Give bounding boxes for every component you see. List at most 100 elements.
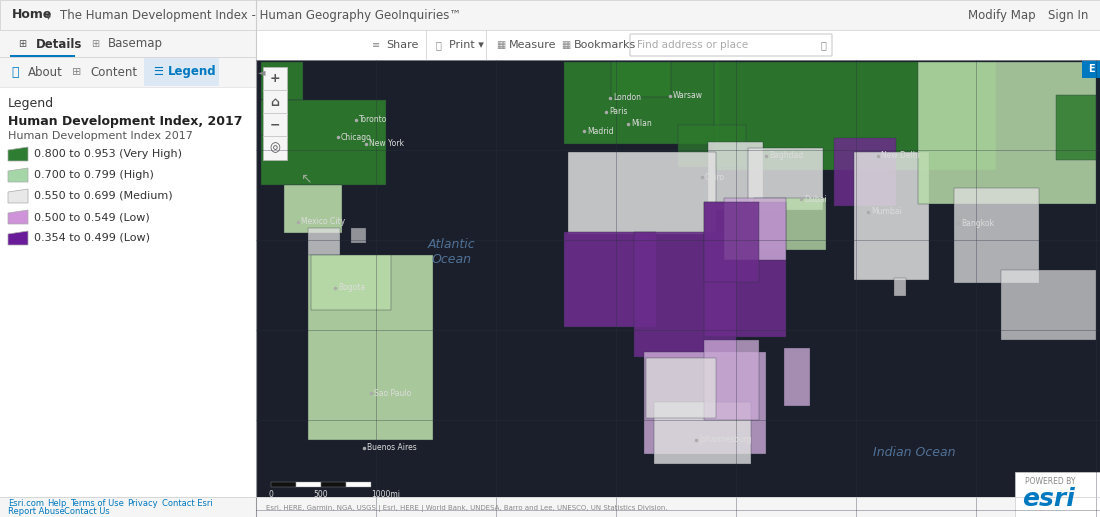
FancyBboxPatch shape — [308, 228, 340, 256]
Text: ▦: ▦ — [561, 40, 570, 50]
Polygon shape — [8, 210, 28, 224]
Text: Bookmarks: Bookmarks — [574, 40, 636, 50]
FancyBboxPatch shape — [754, 198, 826, 250]
Text: POWERED BY: POWERED BY — [1025, 477, 1076, 485]
FancyBboxPatch shape — [256, 60, 1100, 517]
Polygon shape — [8, 231, 28, 245]
Text: Sao Paulo: Sao Paulo — [374, 388, 411, 398]
Polygon shape — [8, 168, 28, 182]
Text: Atlantic
Ocean: Atlantic Ocean — [427, 238, 475, 266]
FancyBboxPatch shape — [271, 482, 296, 487]
Text: ⊞: ⊞ — [73, 67, 81, 77]
Text: ⊞: ⊞ — [91, 39, 99, 49]
FancyBboxPatch shape — [610, 62, 671, 97]
Text: Share: Share — [386, 40, 418, 50]
Text: Chicago: Chicago — [341, 132, 372, 142]
FancyBboxPatch shape — [918, 62, 1096, 204]
FancyBboxPatch shape — [894, 278, 906, 296]
FancyBboxPatch shape — [1082, 60, 1100, 78]
Text: About: About — [28, 66, 63, 79]
Text: Print ▾: Print ▾ — [449, 40, 484, 50]
FancyBboxPatch shape — [854, 152, 930, 280]
Text: Paris: Paris — [609, 108, 627, 116]
FancyBboxPatch shape — [263, 113, 287, 137]
Text: ▾: ▾ — [46, 11, 51, 21]
FancyBboxPatch shape — [1015, 472, 1100, 517]
FancyBboxPatch shape — [144, 58, 219, 86]
FancyBboxPatch shape — [1056, 95, 1096, 160]
FancyBboxPatch shape — [678, 125, 746, 167]
Text: The Human Development Index - Human Geography GeoInquiries™: The Human Development Index - Human Geog… — [60, 8, 461, 22]
Text: 0.700 to 0.799 (High): 0.700 to 0.799 (High) — [34, 170, 154, 180]
FancyBboxPatch shape — [311, 255, 390, 310]
Text: ↖: ↖ — [300, 171, 311, 185]
Text: −: − — [270, 118, 280, 131]
FancyBboxPatch shape — [568, 152, 716, 234]
FancyBboxPatch shape — [0, 497, 1100, 517]
FancyBboxPatch shape — [704, 340, 759, 420]
Text: New York: New York — [368, 140, 404, 148]
Text: 1000mi: 1000mi — [371, 490, 400, 499]
FancyBboxPatch shape — [346, 482, 371, 487]
Text: Measure: Measure — [509, 40, 557, 50]
FancyBboxPatch shape — [0, 30, 256, 57]
FancyBboxPatch shape — [351, 228, 366, 243]
Text: Help: Help — [47, 498, 67, 508]
Text: ◄: ◄ — [258, 67, 265, 77]
FancyBboxPatch shape — [630, 34, 832, 56]
Text: Baghdad: Baghdad — [769, 151, 803, 160]
FancyBboxPatch shape — [564, 232, 656, 327]
Text: Toronto: Toronto — [359, 115, 387, 125]
FancyBboxPatch shape — [1001, 270, 1096, 340]
Text: Legend: Legend — [168, 66, 217, 79]
FancyBboxPatch shape — [308, 255, 433, 440]
Text: Johannesburg: Johannesburg — [698, 435, 751, 445]
Text: Terms of Use: Terms of Use — [70, 498, 124, 508]
Polygon shape — [8, 189, 28, 203]
Polygon shape — [8, 147, 28, 161]
FancyBboxPatch shape — [261, 100, 286, 135]
Text: ☰: ☰ — [153, 67, 163, 77]
Text: Contact Us: Contact Us — [65, 508, 110, 516]
FancyBboxPatch shape — [263, 136, 287, 160]
Text: 🔍: 🔍 — [821, 40, 826, 50]
FancyBboxPatch shape — [708, 142, 763, 210]
Text: 500: 500 — [314, 490, 328, 499]
Text: Dubai: Dubai — [804, 194, 826, 204]
Text: Mumbai: Mumbai — [871, 207, 902, 217]
Text: Indian Ocean: Indian Ocean — [872, 446, 955, 459]
Text: Content: Content — [90, 66, 138, 79]
FancyBboxPatch shape — [714, 62, 996, 170]
Text: ≡: ≡ — [372, 40, 381, 50]
FancyBboxPatch shape — [0, 57, 256, 87]
FancyBboxPatch shape — [748, 148, 823, 210]
Text: Mexico City: Mexico City — [301, 218, 345, 226]
FancyBboxPatch shape — [10, 55, 75, 57]
Text: Sign In: Sign In — [1048, 8, 1088, 22]
FancyBboxPatch shape — [256, 30, 1100, 60]
Text: 0.800 to 0.953 (Very High): 0.800 to 0.953 (Very High) — [34, 149, 182, 159]
Text: 0.354 to 0.499 (Low): 0.354 to 0.499 (Low) — [34, 233, 150, 243]
Text: Bogota: Bogota — [338, 283, 365, 293]
Text: Modify Map: Modify Map — [968, 8, 1035, 22]
FancyBboxPatch shape — [263, 90, 287, 114]
Text: Details: Details — [36, 38, 82, 51]
Text: Warsaw: Warsaw — [673, 92, 703, 100]
FancyBboxPatch shape — [784, 348, 810, 406]
Text: Human Development Index 2017: Human Development Index 2017 — [8, 131, 192, 141]
FancyBboxPatch shape — [954, 188, 1040, 283]
Text: Esri.com: Esri.com — [8, 498, 44, 508]
FancyBboxPatch shape — [704, 202, 786, 337]
Text: 0.550 to 0.699 (Medium): 0.550 to 0.699 (Medium) — [34, 191, 173, 201]
Text: Home: Home — [12, 8, 53, 22]
Text: 0.500 to 0.549 (Low): 0.500 to 0.549 (Low) — [34, 212, 150, 222]
Text: ⎙: ⎙ — [436, 40, 442, 50]
FancyBboxPatch shape — [261, 62, 302, 100]
Text: Bangkok: Bangkok — [961, 219, 994, 227]
Text: Contact Esri: Contact Esri — [162, 498, 213, 508]
FancyBboxPatch shape — [564, 62, 719, 144]
Text: Madrid: Madrid — [587, 127, 614, 135]
FancyBboxPatch shape — [704, 202, 759, 282]
FancyBboxPatch shape — [261, 100, 386, 185]
FancyBboxPatch shape — [646, 358, 716, 418]
